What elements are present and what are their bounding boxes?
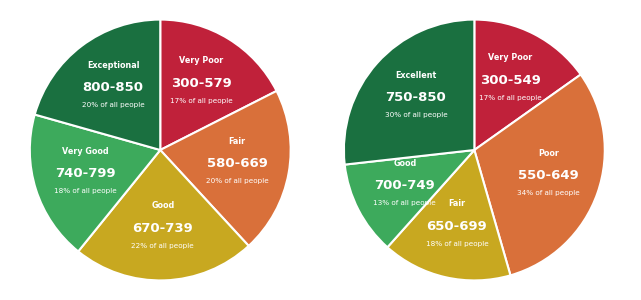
Text: 300-579: 300-579 xyxy=(171,77,231,90)
Text: Exceptional: Exceptional xyxy=(87,61,139,70)
Text: 740-799: 740-799 xyxy=(55,167,116,180)
Text: 22% of all people: 22% of all people xyxy=(131,243,194,249)
Text: 13% of all people: 13% of all people xyxy=(374,200,436,206)
Text: Poor: Poor xyxy=(538,149,559,158)
Text: Good: Good xyxy=(393,159,417,168)
Text: 18% of all people: 18% of all people xyxy=(426,241,488,247)
Wedge shape xyxy=(160,91,290,246)
Text: 20% of all people: 20% of all people xyxy=(206,178,269,184)
Text: 17% of all people: 17% of all people xyxy=(479,95,542,101)
Text: 650-699: 650-699 xyxy=(426,220,487,233)
Text: Good: Good xyxy=(151,201,174,210)
Text: 18% of all people: 18% of all people xyxy=(54,188,117,194)
Text: Excellent: Excellent xyxy=(395,71,437,80)
Wedge shape xyxy=(345,150,474,247)
Text: Very Poor: Very Poor xyxy=(488,53,533,62)
Wedge shape xyxy=(30,115,160,251)
Text: 580-669: 580-669 xyxy=(207,158,268,170)
Text: 550-649: 550-649 xyxy=(518,169,579,182)
Text: 17% of all people: 17% of all people xyxy=(170,98,233,104)
Wedge shape xyxy=(474,74,604,275)
Text: Fair: Fair xyxy=(448,199,465,208)
Text: 700-749: 700-749 xyxy=(374,179,435,192)
Wedge shape xyxy=(474,20,581,150)
Text: 300-549: 300-549 xyxy=(480,74,541,87)
Text: Very Good: Very Good xyxy=(62,147,109,156)
Text: Very Poor: Very Poor xyxy=(179,56,223,65)
Text: 750-850: 750-850 xyxy=(386,92,446,104)
Wedge shape xyxy=(78,150,249,280)
Text: 800-850: 800-850 xyxy=(83,81,144,94)
Wedge shape xyxy=(160,20,276,150)
Text: 34% of all people: 34% of all people xyxy=(517,190,579,196)
Text: 30% of all people: 30% of all people xyxy=(385,112,447,118)
Text: Fair: Fair xyxy=(229,137,246,146)
Wedge shape xyxy=(344,20,474,165)
Text: 20% of all people: 20% of all people xyxy=(81,102,144,108)
Wedge shape xyxy=(387,150,510,280)
Text: 670-739: 670-739 xyxy=(133,222,193,235)
Wedge shape xyxy=(35,20,160,150)
